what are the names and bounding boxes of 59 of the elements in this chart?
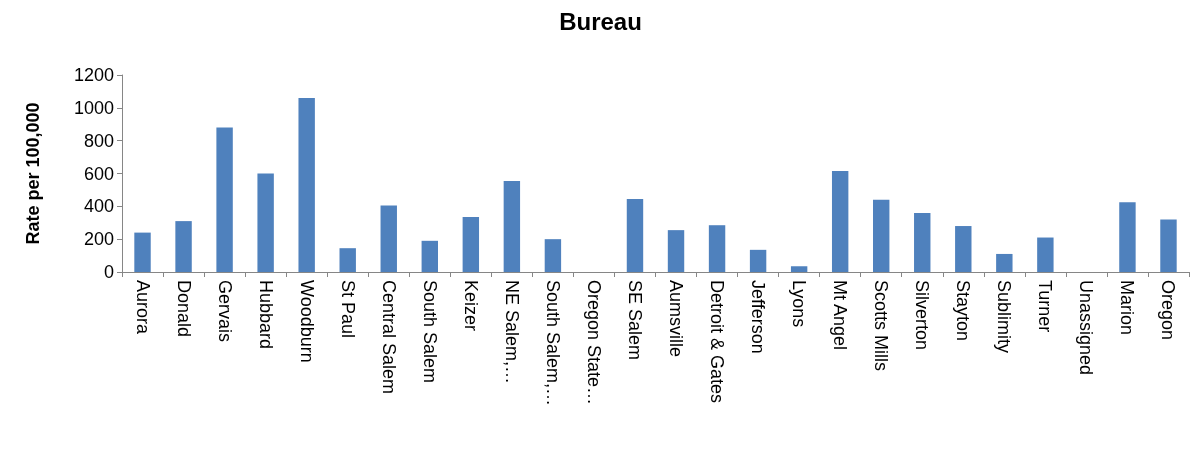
bar xyxy=(544,239,562,272)
x-tick-label: Oregon State… xyxy=(583,280,604,406)
bar xyxy=(1160,219,1177,272)
x-tick-label: Oregon xyxy=(1158,280,1179,341)
bar xyxy=(134,232,151,272)
y-tick-label: 800 xyxy=(83,130,114,151)
x-tick-label: Detroit & Gates xyxy=(707,280,728,404)
x-tick-label: Stayton xyxy=(953,280,974,342)
y-tick-label: 400 xyxy=(83,196,114,217)
y-tick-label: 1000 xyxy=(73,97,114,118)
bar xyxy=(257,173,274,272)
y-tick-label: 0 xyxy=(103,262,114,282)
bar xyxy=(914,212,931,272)
x-tick-label: Aurora xyxy=(132,280,153,336)
bar xyxy=(996,253,1013,272)
y-tick-label: 600 xyxy=(83,163,114,184)
x-tick-label: Hubbard xyxy=(255,280,276,350)
bar xyxy=(790,266,808,272)
bar xyxy=(462,217,480,272)
y-tick-label: 1200 xyxy=(73,65,114,85)
bar xyxy=(1119,202,1136,272)
bar xyxy=(626,198,644,272)
x-tick-label: Scotts Mills xyxy=(871,280,892,372)
x-tick-label: Donald xyxy=(173,280,194,338)
bar xyxy=(708,225,726,272)
x-tick-label: Sublimity xyxy=(994,280,1015,354)
chart-title: Bureau xyxy=(559,7,642,35)
bar xyxy=(749,249,767,272)
x-tick-label: NE Salem,… xyxy=(501,280,522,385)
bar xyxy=(873,199,890,272)
bar xyxy=(421,240,438,272)
bar xyxy=(339,248,356,272)
y-axis-title: Rate per 100,000 xyxy=(23,102,43,245)
y-tick-label: 200 xyxy=(83,229,114,250)
bar xyxy=(298,97,315,272)
x-tick-label: Unassigned xyxy=(1076,280,1097,376)
x-tick-label: Central Salem xyxy=(378,280,399,395)
x-tick-label: Aumsville xyxy=(666,280,687,358)
x-tick-label: SE Salem xyxy=(624,280,645,361)
bar xyxy=(380,205,397,272)
bar xyxy=(216,127,233,272)
bar xyxy=(831,171,849,272)
x-tick-label: Silverton xyxy=(912,280,933,351)
x-tick-label: Turner xyxy=(1035,280,1056,333)
x-tick-label: St Paul xyxy=(337,280,358,339)
bar xyxy=(667,230,685,272)
x-tick-label: Marion xyxy=(1117,280,1138,336)
bar xyxy=(175,221,192,272)
x-tick-label: Jefferson xyxy=(748,280,769,354)
bar xyxy=(955,226,972,272)
x-tick-label: South Salem,… xyxy=(542,280,563,407)
x-tick-label: Woodburn xyxy=(296,280,317,363)
x-tick-label: Lyons xyxy=(789,280,810,328)
bar xyxy=(1037,237,1054,272)
x-tick-label: South Salem xyxy=(419,280,440,384)
x-tick-label: Gervais xyxy=(214,280,235,343)
x-tick-label: Mt Angel xyxy=(830,280,851,351)
bar xyxy=(503,180,521,272)
x-tick-label: Keizer xyxy=(460,280,481,332)
